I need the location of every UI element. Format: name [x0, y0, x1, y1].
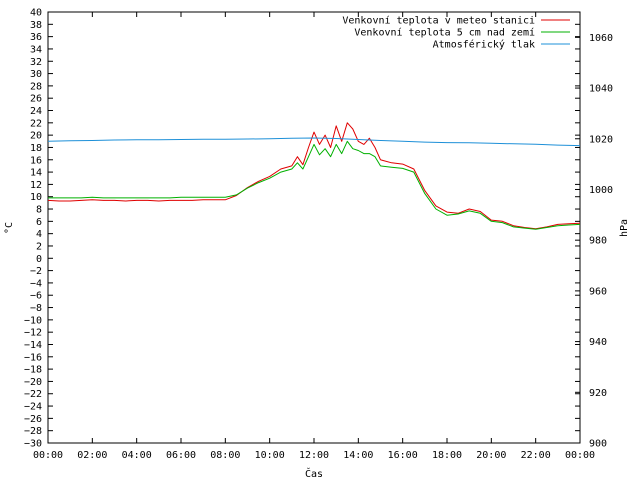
y-left-tick-label: −6	[30, 291, 42, 302]
y-right-tick-label: 1040	[589, 84, 613, 95]
series-line-1	[47, 122, 581, 230]
y-right-tick-label: 920	[589, 388, 607, 399]
x-tick-label: 16:00	[388, 450, 418, 461]
y-left-tick-label: −10	[24, 315, 42, 326]
legend-label-3: Atmosférický tlak	[433, 39, 535, 51]
y-left-tick-label: −2	[30, 266, 42, 277]
x-tick-label: 14:00	[343, 450, 373, 461]
series-lines	[47, 122, 581, 230]
x-axis: 00:00 02:00 04:00 06:00 08:00 10:00 12:00 14:00…	[33, 12, 595, 461]
y-left-tick-label: 6	[36, 217, 42, 228]
y-left-tick-label: −28	[24, 426, 42, 437]
legend-label-2: Venkovní teplota 5 cm nad zemí	[354, 27, 535, 39]
y-left-tick-label: 38	[30, 20, 42, 31]
x-axis-label: Čas	[305, 467, 323, 480]
y-left-tick-label: 24	[30, 106, 42, 117]
plot-border	[47, 11, 581, 444]
y-left-tick-label: −24	[24, 402, 42, 413]
x-tick-label: 02:00	[77, 450, 107, 461]
y-left-tick-label: −16	[24, 352, 42, 363]
x-tick-label: 04:00	[122, 450, 152, 461]
y-left-tick-label: −14	[24, 340, 42, 351]
y-left-tick-label: 36	[30, 32, 42, 43]
y-left-tick-label: −22	[24, 389, 42, 400]
y-left-tick-label: −20	[24, 377, 42, 388]
y-left-tick-label: 4	[36, 229, 42, 240]
y-left-tick-label: 16	[30, 155, 42, 166]
x-tick-label: 06:00	[166, 450, 196, 461]
series-line-2	[48, 140, 581, 230]
y-left-tick-label: −12	[24, 328, 42, 339]
y-right-tick-label: 960	[589, 286, 607, 297]
x-tick-label: 08:00	[210, 450, 240, 461]
y-left-tick-label: −26	[24, 414, 42, 425]
x-tick-label: 00:00	[565, 450, 595, 461]
y-left-tick-label: 12	[30, 180, 42, 191]
y-left-tick-label: −8	[30, 303, 42, 314]
y-left-tick-label: 14	[30, 168, 42, 179]
y-right-tick-label: 1060	[589, 33, 613, 44]
legend-label-1: Venkovní teplota v meteo stanici	[342, 15, 535, 27]
y-right-tick-label: 940	[589, 337, 607, 348]
y-left-tick-label: 22	[30, 118, 42, 129]
x-tick-label: 20:00	[476, 450, 506, 461]
y-left-tick-label: 34	[30, 44, 42, 55]
x-tick-label: 18:00	[432, 450, 462, 461]
plot-frame	[47, 11, 581, 444]
y-axis-right-label: hPa	[619, 219, 630, 237]
y-left-tick-label: −30	[24, 439, 42, 450]
y-left-tick-label: 26	[30, 94, 42, 105]
series-line-3	[47, 137, 581, 147]
y-left-tick-label: 30	[30, 69, 42, 80]
right-axis: 1060 1040 1020 1000 980 960 940 920 900	[575, 33, 613, 450]
y-axis-left-label: °C	[4, 222, 15, 234]
y-left-tick-label: 20	[30, 131, 42, 142]
y-left-tick-label: 8	[36, 205, 42, 216]
y-left-tick-label: 28	[30, 81, 42, 92]
y-left-tick-label: 0	[36, 254, 42, 265]
y-left-tick-label: −18	[24, 365, 42, 376]
y-left-tick-label: 32	[30, 57, 42, 68]
y-left-tick-label: 18	[30, 143, 42, 154]
y-left-tick-label: −4	[30, 278, 42, 289]
y-left-tick-label: 10	[30, 192, 42, 203]
x-tick-label: 10:00	[255, 450, 285, 461]
x-tick-label: 00:00	[33, 450, 63, 461]
x-tick-label: 12:00	[299, 450, 329, 461]
y-right-tick-label: 900	[589, 439, 607, 450]
legend: Venkovní teplota v meteo staniciVenkovní…	[342, 15, 570, 51]
y-left-tick-label: 40	[30, 8, 42, 19]
y-right-tick-label: 1020	[589, 134, 613, 145]
y-right-tick-label: 980	[589, 236, 607, 247]
y-right-tick-label: 1000	[589, 185, 613, 196]
x-tick-label: 22:00	[521, 450, 551, 461]
y-left-tick-label: 2	[36, 241, 42, 252]
left-axis: 4038363432302826242220181614121086420−2−…	[24, 8, 580, 450]
